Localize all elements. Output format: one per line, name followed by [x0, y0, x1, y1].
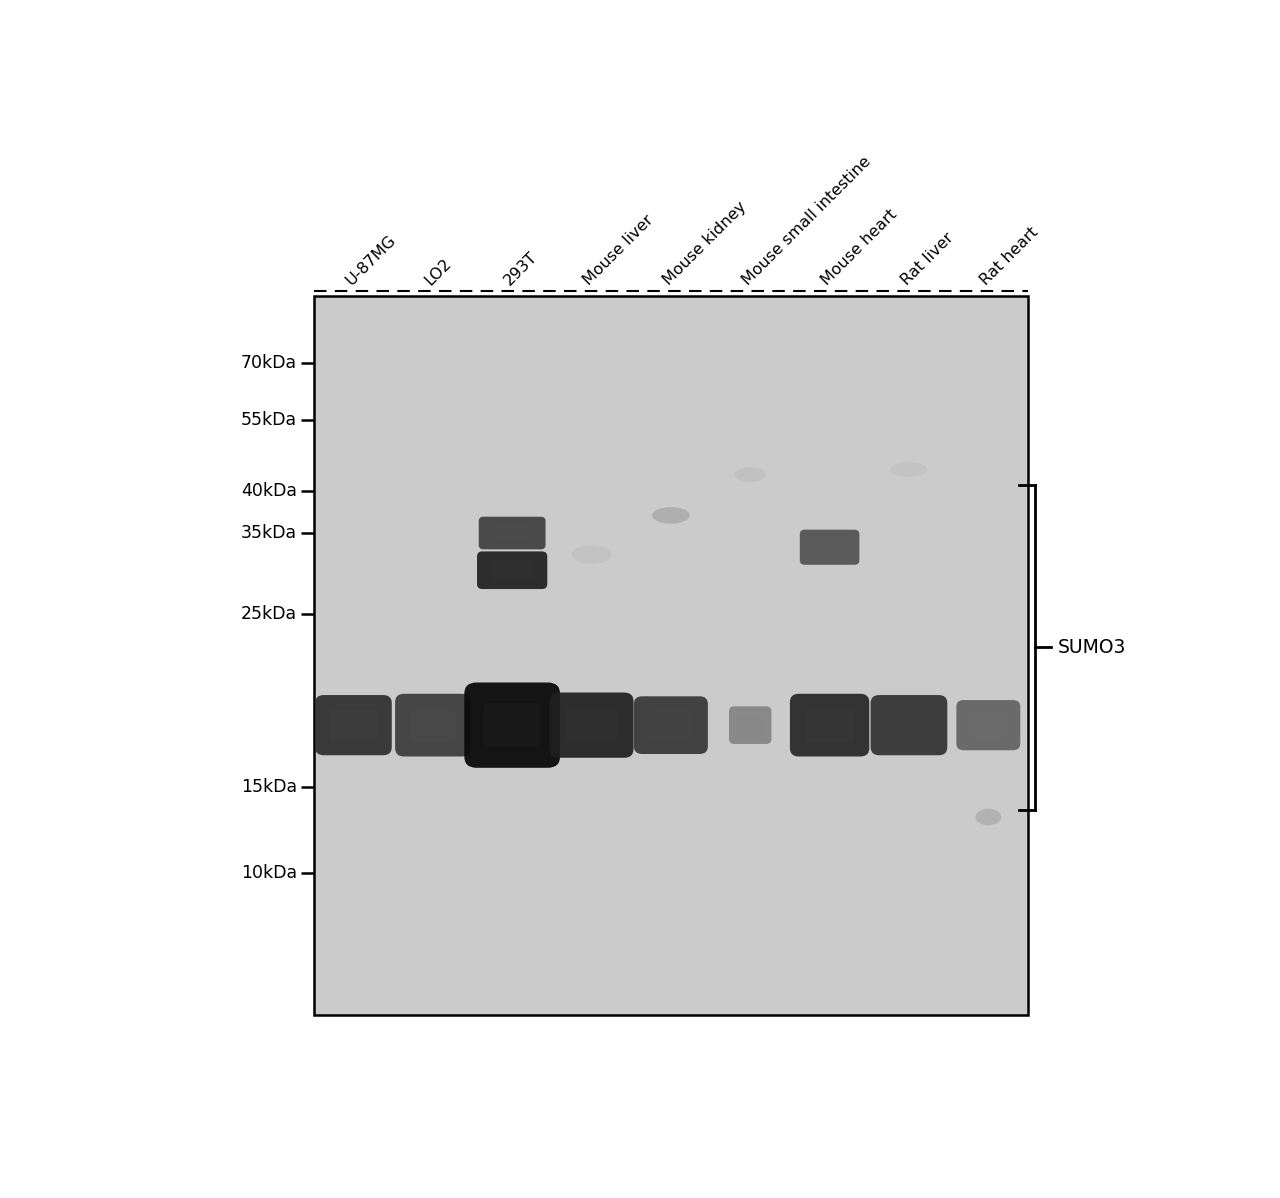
FancyBboxPatch shape — [810, 538, 849, 556]
Text: Rat liver: Rat liver — [899, 230, 956, 288]
FancyBboxPatch shape — [465, 683, 561, 768]
FancyBboxPatch shape — [730, 707, 772, 744]
FancyBboxPatch shape — [477, 551, 548, 589]
Text: 15kDa: 15kDa — [241, 778, 297, 795]
FancyBboxPatch shape — [490, 561, 535, 580]
FancyBboxPatch shape — [479, 516, 545, 550]
FancyBboxPatch shape — [886, 709, 932, 740]
Text: Mouse kidney: Mouse kidney — [660, 199, 749, 288]
Text: SUMO3: SUMO3 — [1057, 637, 1126, 657]
Text: U-87MG: U-87MG — [343, 231, 398, 288]
FancyBboxPatch shape — [549, 692, 634, 758]
Ellipse shape — [890, 462, 928, 477]
Text: LO2: LO2 — [422, 255, 454, 288]
Text: 70kDa: 70kDa — [241, 355, 297, 373]
FancyBboxPatch shape — [314, 296, 1028, 1016]
Ellipse shape — [572, 545, 612, 564]
FancyBboxPatch shape — [634, 696, 708, 754]
Ellipse shape — [735, 467, 767, 482]
Text: 10kDa: 10kDa — [241, 864, 297, 882]
Ellipse shape — [975, 809, 1001, 825]
FancyBboxPatch shape — [566, 708, 617, 742]
FancyBboxPatch shape — [490, 525, 534, 541]
FancyBboxPatch shape — [956, 700, 1020, 750]
Text: Mouse liver: Mouse liver — [581, 212, 657, 288]
FancyBboxPatch shape — [410, 709, 456, 742]
Text: Mouse heart: Mouse heart — [819, 206, 900, 288]
FancyBboxPatch shape — [737, 715, 763, 734]
FancyBboxPatch shape — [315, 695, 392, 755]
Text: Rat heart: Rat heart — [978, 224, 1042, 288]
FancyBboxPatch shape — [805, 709, 854, 742]
FancyBboxPatch shape — [969, 712, 1007, 738]
Text: 293T: 293T — [502, 249, 540, 288]
Text: 40kDa: 40kDa — [241, 482, 297, 500]
FancyBboxPatch shape — [790, 694, 869, 756]
FancyBboxPatch shape — [648, 710, 694, 740]
Text: 25kDa: 25kDa — [241, 605, 297, 623]
FancyBboxPatch shape — [800, 530, 859, 564]
Text: 35kDa: 35kDa — [241, 524, 297, 541]
FancyBboxPatch shape — [484, 703, 541, 748]
Ellipse shape — [652, 507, 690, 524]
FancyBboxPatch shape — [330, 709, 376, 740]
Text: 55kDa: 55kDa — [241, 411, 297, 430]
Text: Mouse small intestine: Mouse small intestine — [740, 153, 874, 288]
FancyBboxPatch shape — [396, 694, 471, 756]
FancyBboxPatch shape — [870, 695, 947, 755]
